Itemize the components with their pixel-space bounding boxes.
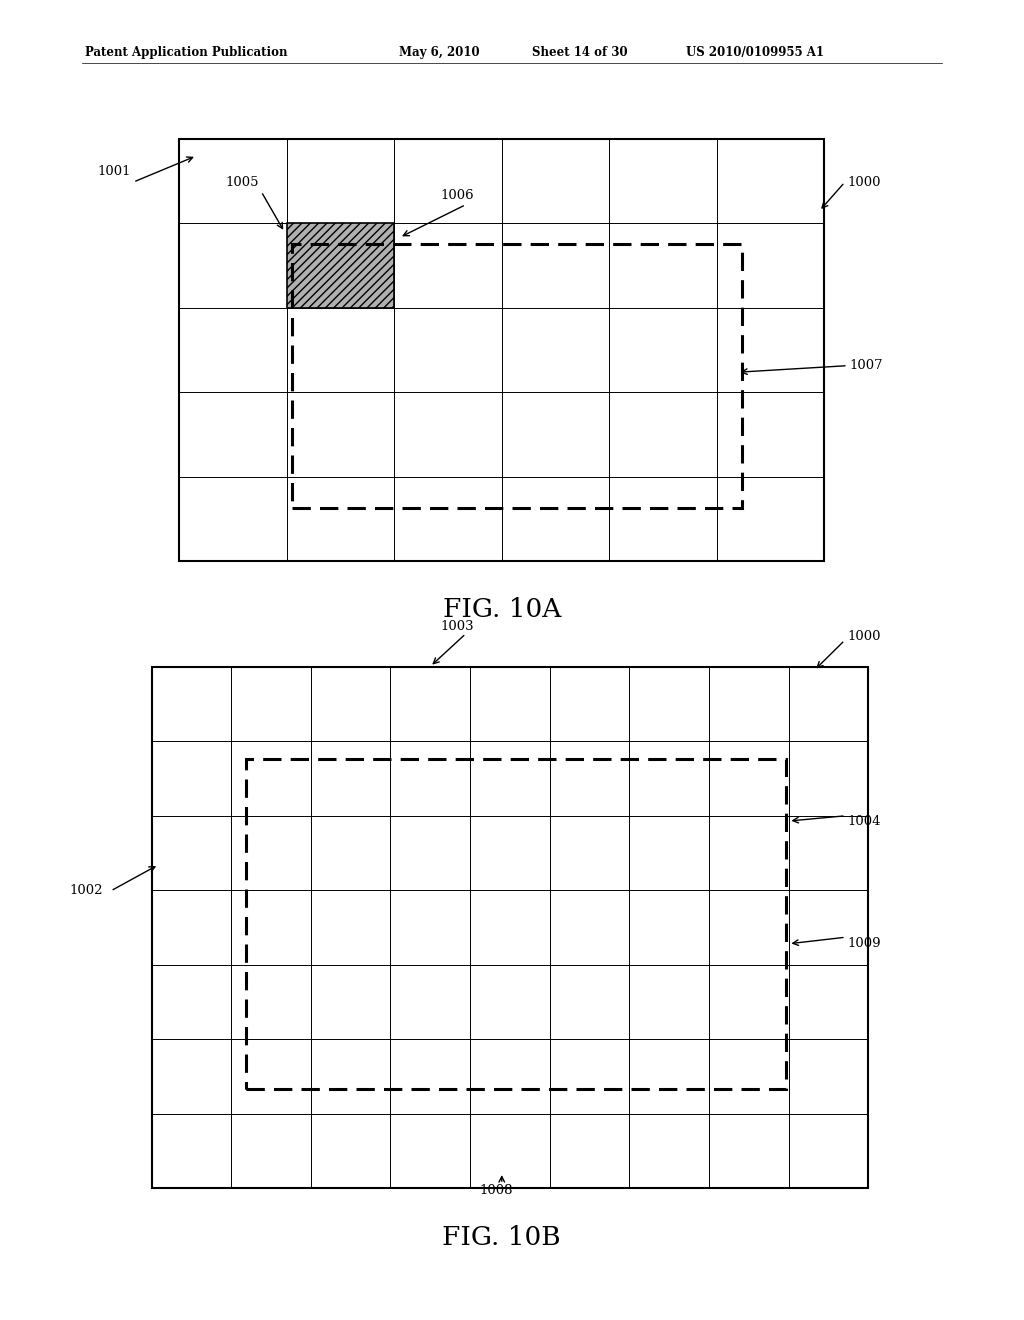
Text: 1003: 1003 [440,620,474,634]
Text: US 2010/0109955 A1: US 2010/0109955 A1 [686,46,824,59]
Text: 1001: 1001 [97,165,131,178]
Text: 1000: 1000 [848,176,882,189]
Text: 1005: 1005 [225,176,259,189]
Bar [287,223,394,308]
Bar [152,667,868,1188]
Text: 1006: 1006 [440,189,474,202]
Bar [246,759,786,1089]
Bar [179,139,824,561]
Text: May 6, 2010: May 6, 2010 [399,46,480,59]
Text: 1000: 1000 [848,630,882,643]
Text: FIG. 10A: FIG. 10A [442,597,561,622]
Text: 1008: 1008 [479,1184,513,1197]
Text: 1004: 1004 [848,814,882,828]
Bar [292,244,742,508]
Text: FIG. 10B: FIG. 10B [442,1225,561,1250]
Text: Patent Application Publication: Patent Application Publication [85,46,288,59]
Text: Sheet 14 of 30: Sheet 14 of 30 [532,46,628,59]
Text: 1007: 1007 [850,359,884,372]
Text: 1009: 1009 [848,937,882,950]
Text: 1002: 1002 [70,884,103,898]
